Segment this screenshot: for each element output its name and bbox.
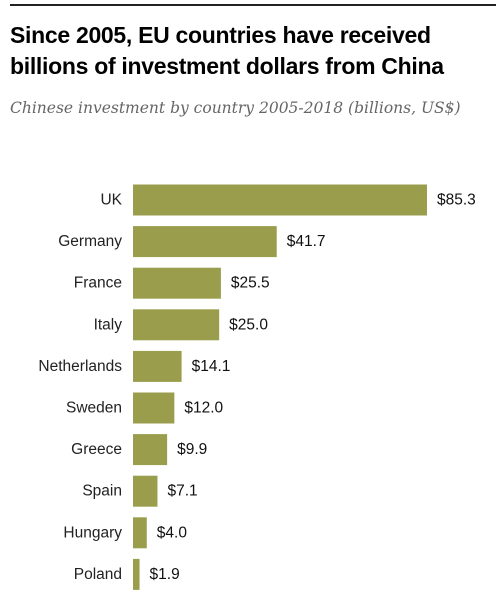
chart-title: Since 2005, EU countries have received b…	[10, 22, 444, 79]
category-label-italy: Italy	[94, 316, 123, 333]
bar-poland	[133, 558, 140, 590]
value-label-netherlands: $14.1	[192, 358, 231, 375]
value-label-germany: $41.7	[287, 233, 326, 250]
value-label-sweden: $12.0	[184, 400, 223, 417]
category-label-spain: Spain	[82, 483, 122, 500]
value-label-hungary: $4.0	[157, 524, 188, 541]
category-label-poland: Poland	[74, 566, 122, 583]
bar-netherlands	[133, 350, 182, 382]
value-label-poland: $1.9	[150, 566, 180, 583]
bar-france	[133, 267, 221, 299]
bar-italy	[133, 309, 220, 341]
value-label-france: $25.5	[231, 275, 270, 292]
value-label-italy: $25.0	[229, 316, 268, 333]
bar-greece	[133, 434, 168, 466]
value-label-greece: $9.9	[177, 441, 207, 458]
top-rule	[10, 4, 496, 6]
bar-germany	[133, 226, 277, 258]
category-label-greece: Greece	[71, 441, 122, 458]
category-label-sweden: Sweden	[66, 400, 122, 417]
category-label-netherlands: Netherlands	[38, 358, 122, 375]
value-label-uk: $85.3	[437, 192, 476, 209]
value-label-spain: $7.1	[167, 483, 197, 500]
bar-uk	[133, 184, 427, 216]
bar-hungary	[133, 517, 147, 549]
category-label-hungary: Hungary	[63, 524, 122, 541]
category-label-uk: UK	[100, 192, 122, 209]
bar-sweden	[133, 392, 175, 424]
category-label-germany: Germany	[58, 233, 122, 250]
chart-subtitle: Chinese investment by country 2005-2018 …	[10, 99, 461, 117]
bar-spain	[133, 475, 158, 507]
category-label-france: France	[74, 275, 122, 292]
